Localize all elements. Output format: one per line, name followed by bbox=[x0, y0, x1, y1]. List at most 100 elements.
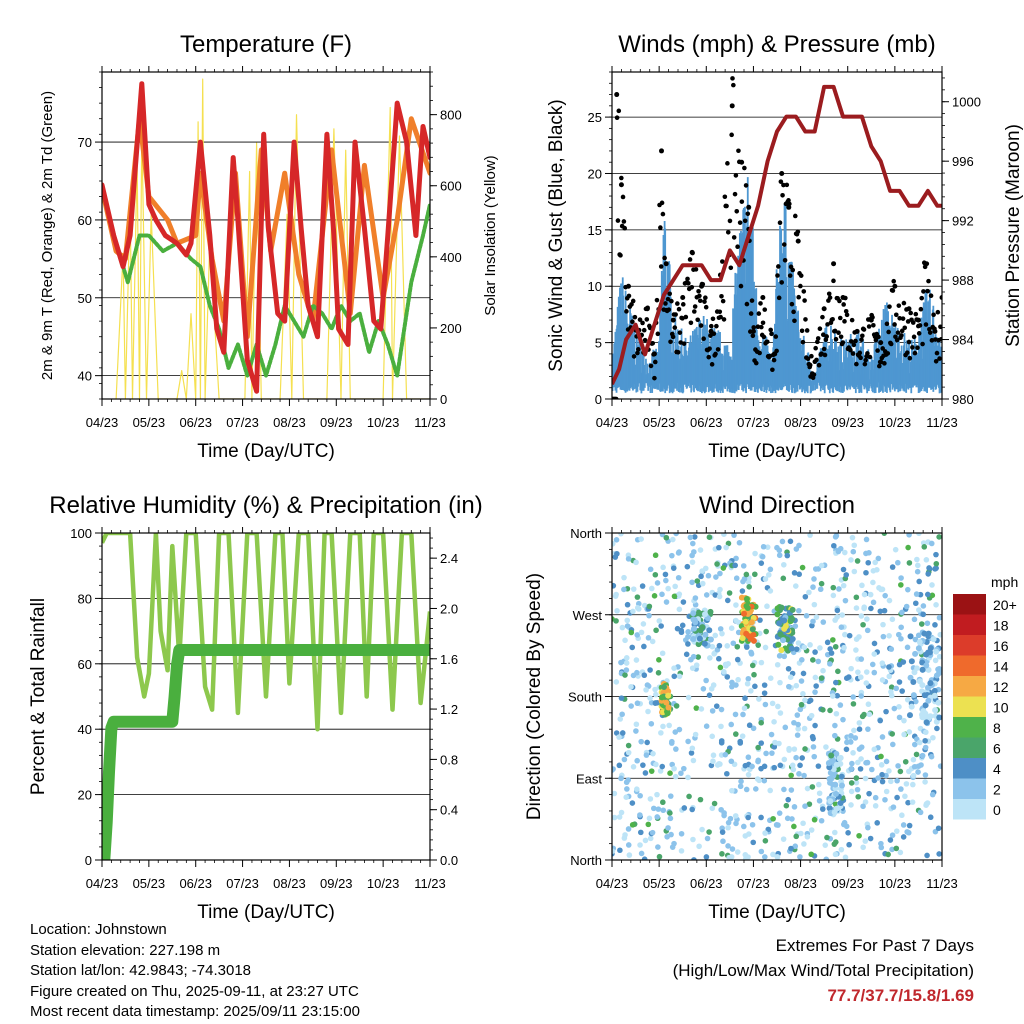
gust-point bbox=[708, 333, 713, 338]
speed-legend-label: 4 bbox=[993, 761, 1001, 777]
gust-point bbox=[655, 331, 661, 337]
gust-point bbox=[736, 148, 741, 154]
direction-point bbox=[730, 640, 737, 647]
direction-point bbox=[634, 669, 640, 676]
direction-point bbox=[800, 670, 807, 677]
direction-point bbox=[889, 846, 895, 853]
direction-point bbox=[706, 829, 712, 835]
direction-point bbox=[916, 739, 923, 746]
direction-point bbox=[780, 637, 787, 644]
direction-point bbox=[663, 534, 670, 541]
direction-point bbox=[755, 642, 762, 648]
direction-point bbox=[761, 777, 768, 784]
direction-point bbox=[652, 700, 659, 706]
direction-point bbox=[641, 856, 648, 860]
direction-point bbox=[892, 546, 899, 553]
direction-point bbox=[656, 657, 662, 663]
gust-point bbox=[821, 346, 827, 352]
gust-point bbox=[719, 293, 724, 299]
direction-point bbox=[936, 666, 942, 673]
direction-point bbox=[716, 593, 723, 600]
direction-point bbox=[729, 846, 736, 852]
direction-point bbox=[648, 585, 655, 592]
direction-point bbox=[915, 645, 922, 652]
direction-point bbox=[797, 762, 803, 769]
direction-point bbox=[724, 643, 731, 649]
direction-point bbox=[623, 655, 630, 661]
direction-point bbox=[896, 714, 903, 721]
gust-point bbox=[820, 332, 826, 338]
direction-point bbox=[824, 834, 830, 841]
direction-point bbox=[903, 603, 910, 610]
direction-point bbox=[925, 666, 932, 673]
direction-point bbox=[728, 625, 735, 631]
direction-point bbox=[745, 814, 751, 821]
gust-point bbox=[665, 296, 671, 302]
direction-point bbox=[932, 657, 939, 664]
direction-point bbox=[771, 764, 778, 771]
gust-point bbox=[916, 331, 922, 336]
temperature-y2tick-label: 600 bbox=[440, 179, 462, 194]
direction-point bbox=[834, 607, 841, 614]
direction-point bbox=[725, 540, 732, 547]
humidity-y2tick-label: 0.0 bbox=[440, 853, 458, 868]
gust-point bbox=[739, 199, 745, 204]
direction-point bbox=[645, 708, 651, 715]
direction-point bbox=[936, 534, 942, 540]
gust-point bbox=[659, 200, 665, 206]
gust-point bbox=[938, 324, 942, 330]
direction-point bbox=[697, 627, 704, 634]
direction-point bbox=[708, 762, 715, 769]
direction-point bbox=[719, 829, 726, 835]
gust-point bbox=[791, 309, 796, 315]
direction-point bbox=[777, 762, 784, 769]
direction-point bbox=[832, 851, 839, 858]
direction-point bbox=[843, 675, 850, 681]
direction-point bbox=[887, 837, 894, 843]
direction-point bbox=[743, 571, 750, 578]
direction-point bbox=[612, 848, 616, 854]
direction-point bbox=[906, 729, 913, 735]
gust-point bbox=[636, 347, 641, 352]
gust-point bbox=[854, 328, 860, 334]
direction-point bbox=[915, 562, 921, 569]
direction-point bbox=[919, 688, 925, 694]
direction-point bbox=[716, 544, 722, 551]
direction-point bbox=[902, 758, 909, 765]
direction-point bbox=[771, 719, 777, 725]
gust-point bbox=[833, 336, 839, 342]
direction-point bbox=[816, 797, 823, 804]
direction-point bbox=[919, 666, 926, 673]
direction-point bbox=[820, 619, 827, 625]
gust-point bbox=[760, 295, 766, 301]
direction-point bbox=[739, 635, 746, 642]
gust-point bbox=[935, 309, 941, 315]
direction-point bbox=[643, 752, 650, 758]
direction-point bbox=[650, 750, 656, 757]
direction-point bbox=[820, 667, 826, 674]
gust-point bbox=[696, 288, 701, 294]
gust-point bbox=[859, 337, 864, 342]
gust-point bbox=[933, 359, 939, 364]
direction-point bbox=[637, 829, 644, 836]
direction-point bbox=[626, 852, 633, 858]
direction-point bbox=[910, 781, 916, 788]
direction-point bbox=[898, 582, 904, 588]
direction-point bbox=[900, 834, 907, 840]
gust-point bbox=[800, 339, 806, 345]
direction-point bbox=[788, 645, 795, 652]
temperature-xtick-label: 11/23 bbox=[414, 415, 446, 430]
direction-xtick-label: 07/23 bbox=[737, 876, 770, 891]
direction-point bbox=[872, 803, 879, 809]
direction-point bbox=[622, 672, 628, 678]
direction-point bbox=[871, 651, 878, 657]
direction-point bbox=[916, 533, 922, 537]
direction-point bbox=[690, 635, 697, 642]
direction-point bbox=[735, 676, 741, 683]
gust-point bbox=[934, 350, 940, 356]
speed-legend-label: 0 bbox=[993, 802, 1001, 818]
direction-point bbox=[810, 618, 816, 625]
direction-point bbox=[733, 555, 739, 562]
direction-point bbox=[644, 682, 651, 688]
temperature-y2tick-label: 400 bbox=[440, 250, 462, 265]
